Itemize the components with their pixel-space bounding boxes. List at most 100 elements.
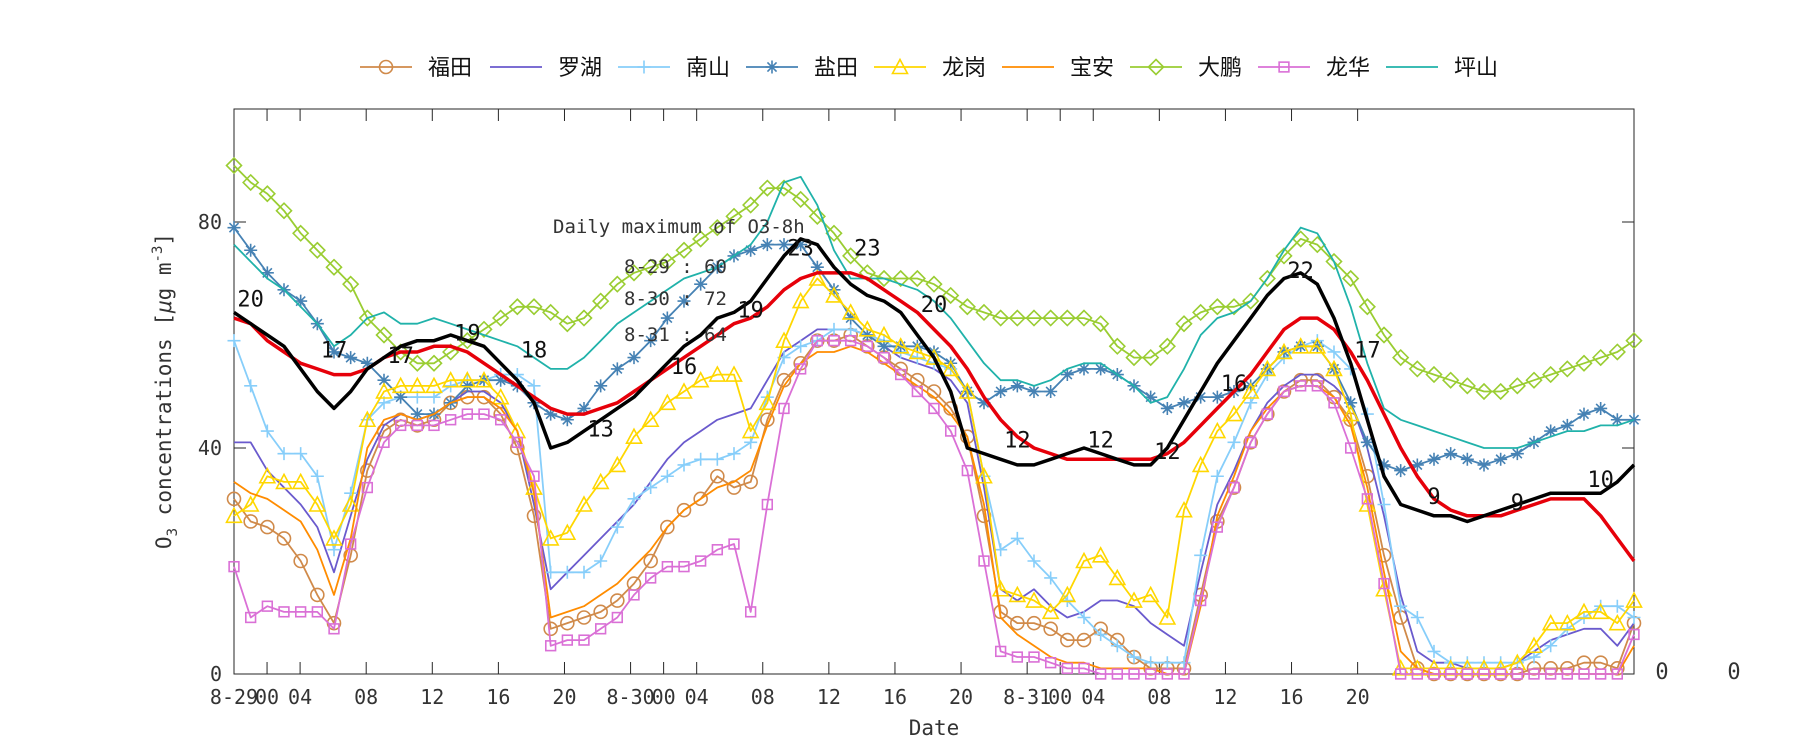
marker-asterisk — [1627, 413, 1641, 427]
marker-circle — [1243, 435, 1258, 450]
marker-diamond — [1475, 382, 1493, 401]
marker-plus — [644, 481, 658, 495]
y-tick-label: 40 — [198, 436, 222, 460]
marker-square — [1628, 628, 1640, 641]
marker-asterisk — [644, 334, 658, 348]
marker-square — [494, 414, 507, 426]
marker-asterisk — [627, 351, 641, 365]
legend-label: 盐田 — [814, 56, 858, 81]
marker-diamond — [1592, 348, 1610, 367]
marker-diamond — [992, 309, 1010, 327]
marker-triangle — [1175, 500, 1193, 518]
marker-diamond — [375, 326, 393, 344]
marker-square — [1311, 380, 1324, 392]
average-line — [233, 271, 1636, 563]
marker-square — [1611, 668, 1624, 680]
marker-triangle — [558, 523, 577, 541]
marker-plus — [694, 452, 708, 466]
x-tick-label: 12 — [817, 685, 841, 709]
marker-diamond — [425, 354, 443, 372]
marker-diamond — [225, 156, 243, 175]
marker-circle — [643, 553, 658, 569]
marker-square — [1278, 385, 1290, 398]
series-line — [234, 328, 1635, 670]
marker-asterisk — [660, 311, 674, 325]
max-label: 19 — [454, 321, 481, 346]
y-label-mu: μ — [152, 300, 176, 314]
marker-triangle — [708, 365, 727, 382]
marker-asterisk — [794, 238, 808, 252]
marker-asterisk — [1094, 362, 1108, 376]
marker-diamond — [658, 252, 676, 271]
marker-plus — [1610, 599, 1624, 613]
marker-triangle — [1258, 359, 1277, 377]
marker-diamond — [1325, 252, 1343, 271]
legend-label: 龙岗 — [942, 56, 986, 81]
marker-asterisk — [844, 311, 858, 325]
marker-diamond — [1042, 309, 1060, 327]
marker-plus — [577, 565, 591, 579]
marker-square — [1244, 436, 1257, 449]
x-tick-label: 16 — [883, 685, 907, 709]
marker-diamond — [908, 269, 926, 288]
marker-diamond — [1158, 337, 1176, 355]
marker-square — [1094, 668, 1107, 680]
marker-asterisk — [927, 345, 941, 359]
marker-diamond — [558, 315, 576, 333]
max-label: 12 — [1154, 440, 1181, 465]
marker-square — [344, 538, 357, 550]
marker-asterisk — [977, 396, 991, 410]
y-label-unit: g m — [152, 262, 176, 300]
max-label: 9 — [1511, 491, 1524, 516]
legend-label: 宝安 — [1070, 56, 1114, 81]
marker-circle — [1226, 480, 1242, 495]
marker-asterisk — [1377, 458, 1391, 472]
marker-square — [594, 623, 607, 635]
marker-diamond — [325, 258, 343, 276]
marker-plus — [610, 520, 624, 534]
marker-triangle — [658, 393, 677, 411]
marker-triangle — [258, 467, 277, 484]
marker-diamond — [1142, 348, 1160, 367]
marker-plus — [1144, 656, 1158, 670]
marker-diamond — [492, 309, 510, 327]
marker-asterisk — [1160, 401, 1174, 415]
marker-asterisk — [594, 379, 608, 393]
legend: 福田 罗湖 南山 盐田 龙岗 宝安 大鹏 龙华 坪山 — [360, 56, 1498, 81]
marker-square — [1078, 662, 1090, 675]
marker-triangle — [608, 455, 627, 473]
marker-triangle — [441, 371, 460, 388]
marker-triangle — [1208, 421, 1227, 439]
marker-plus — [1577, 611, 1591, 624]
marker-square — [1394, 668, 1407, 680]
marker-circle — [593, 604, 608, 620]
marker-square — [1578, 668, 1590, 680]
marker-square — [378, 436, 390, 449]
marker-square — [361, 481, 374, 494]
max-label: 22 — [1287, 259, 1314, 284]
marker-square — [294, 606, 307, 618]
marker-triangle — [1575, 602, 1593, 620]
marker-square — [1561, 668, 1574, 680]
marker-asterisk — [777, 238, 791, 252]
marker-asterisk — [377, 373, 391, 387]
marker-diamond — [1542, 365, 1560, 384]
marker-diamond — [592, 292, 610, 310]
marker-square — [244, 611, 257, 624]
marker-triangle — [941, 359, 960, 377]
marker-triangle — [408, 376, 427, 394]
marker-plus — [1544, 639, 1558, 653]
marker-asterisk — [260, 266, 274, 280]
marker-diamond — [1425, 365, 1443, 384]
marker-asterisk — [1210, 390, 1224, 404]
marker-square — [444, 414, 457, 426]
marker-diamond — [775, 179, 793, 197]
marker-circle — [1010, 615, 1025, 631]
marker-triangle — [291, 472, 310, 490]
max-label: 17 — [1354, 338, 1381, 363]
marker-asterisk — [810, 260, 824, 274]
marker-diamond — [1608, 343, 1626, 361]
marker-square — [778, 402, 790, 415]
marker-asterisk — [1610, 413, 1624, 427]
